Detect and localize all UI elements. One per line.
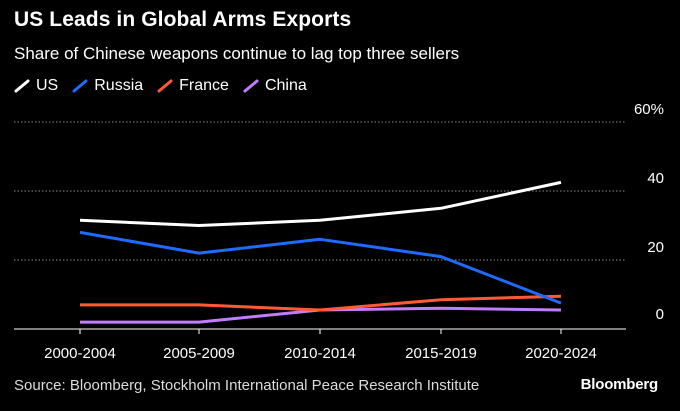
legend-swatch-russia-icon: [72, 79, 88, 93]
legend-swatch-france-icon: [157, 79, 173, 93]
series-line-us: [79, 180, 562, 227]
legend-swatch-us-icon: [14, 79, 30, 93]
chart-title: US Leads in Global Arms Exports: [14, 8, 352, 31]
legend-label-china: China: [264, 77, 307, 94]
bloomberg-logo: Bloomberg: [580, 376, 659, 393]
y-tick-label-40: 40: [647, 170, 664, 187]
x-tick-label-2020-2024: 2020-2024: [525, 345, 597, 362]
x-tick-label-2000-2004: 2000-2004: [44, 345, 116, 362]
y-tick-label-0: 0: [656, 306, 664, 323]
legend-item-us: US: [14, 77, 58, 95]
legend-swatch-china-icon: [243, 79, 259, 93]
y-tick-label-60: 60%: [634, 101, 664, 118]
legend-item-china: China: [243, 77, 307, 95]
legend-label-france: France: [179, 77, 229, 94]
legend-label-us: US: [36, 77, 59, 94]
y-tick-label-20: 20: [647, 239, 664, 256]
series-line-france: [80, 294, 562, 312]
chart-subtitle: Share of Chinese weapons continue to lag…: [14, 44, 460, 63]
x-tick-label-2005-2009: 2005-2009: [163, 345, 235, 362]
x-tick-label-2015-2019: 2015-2019: [405, 345, 477, 362]
legend: US Russia France China: [14, 77, 307, 95]
series-line-russia: [79, 230, 562, 305]
legend-item-russia: Russia: [72, 77, 143, 95]
legend-item-france: France: [157, 77, 229, 95]
legend-label-russia: Russia: [94, 77, 144, 94]
source-note: Source: Bloomberg, Stockholm Internation…: [14, 377, 480, 394]
x-tick-label-2010-2014: 2010-2014: [284, 345, 356, 362]
